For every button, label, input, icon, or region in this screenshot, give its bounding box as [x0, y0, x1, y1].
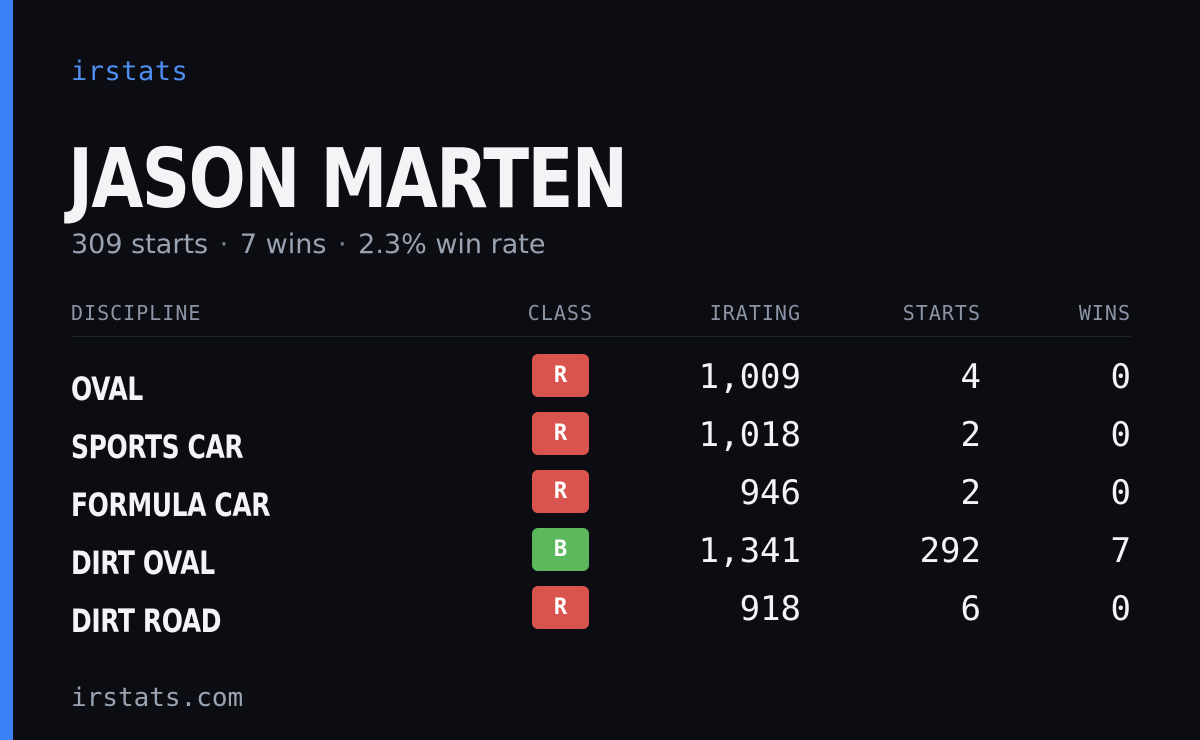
starts-value: 292 — [919, 531, 981, 571]
discipline-label: DIRT OVAL — [71, 544, 215, 582]
header-irating: IRATING — [709, 301, 801, 325]
irating-value: 918 — [739, 589, 801, 629]
brand-logo-text: irstats — [71, 56, 189, 87]
irating-value: 1,009 — [698, 357, 801, 397]
header-divider — [71, 336, 1131, 337]
class-badge: R — [532, 354, 589, 397]
wins-value: 0 — [1110, 589, 1131, 629]
header-wins: WINS — [1078, 301, 1131, 325]
starts-value: 2 — [960, 473, 981, 513]
class-badge: R — [532, 586, 589, 629]
wins-value: 7 — [1110, 531, 1131, 571]
starts-value: 4 — [960, 357, 981, 397]
class-badge: R — [532, 470, 589, 513]
discipline-label: SPORTS CAR — [71, 428, 244, 466]
summary-separator: · — [337, 229, 347, 260]
summary-wins: 7 wins — [239, 229, 327, 260]
driver-name: JASON MARTEN — [68, 132, 628, 227]
table-row: FORMULA CAR R 946 2 0 — [71, 470, 1131, 528]
starts-value: 2 — [960, 415, 981, 455]
wins-value: 0 — [1110, 473, 1131, 513]
discipline-label: DIRT ROAD — [71, 602, 222, 640]
discipline-label: FORMULA CAR — [71, 486, 271, 524]
class-badge: B — [532, 528, 589, 571]
footer-url: irstats.com — [71, 683, 244, 713]
accent-bar — [0, 0, 13, 740]
table-row: SPORTS CAR R 1,018 2 0 — [71, 412, 1131, 470]
irating-value: 1,018 — [698, 415, 801, 455]
header-class: CLASS — [527, 301, 593, 325]
wins-value: 0 — [1110, 415, 1131, 455]
irating-value: 1,341 — [698, 531, 801, 571]
class-badge: R — [532, 412, 589, 455]
header-starts: STARTS — [902, 301, 981, 325]
summary-separator: · — [219, 229, 229, 260]
irating-value: 946 — [739, 473, 801, 513]
wins-value: 0 — [1110, 357, 1131, 397]
table-row: DIRT OVAL B 1,341 292 7 — [71, 528, 1131, 586]
table-row: DIRT ROAD R 918 6 0 — [71, 586, 1131, 644]
summary-starts: 309 starts — [71, 229, 209, 260]
starts-value: 6 — [960, 589, 981, 629]
driver-summary: 309 starts · 7 wins · 2.3% win rate — [71, 226, 545, 264]
table-row: OVAL R 1,009 4 0 — [71, 354, 1131, 412]
discipline-label: OVAL — [71, 370, 143, 408]
summary-win-rate: 2.3% win rate — [358, 229, 546, 260]
header-discipline: DISCIPLINE — [71, 301, 202, 325]
